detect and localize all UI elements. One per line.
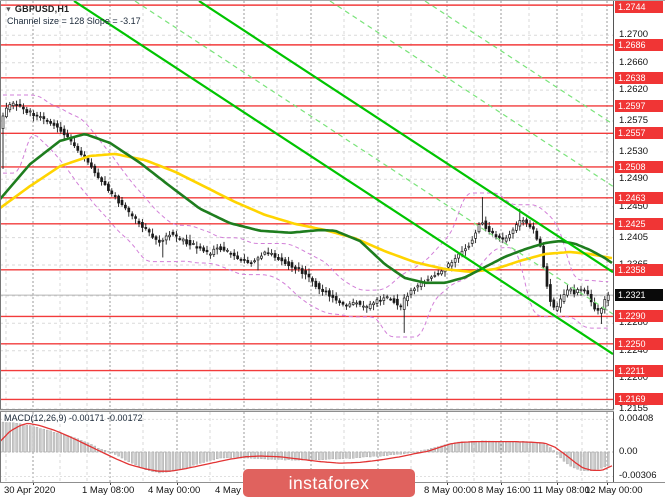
macd-indicator-label: MACD(12,26,9) -0.00171 -0.00172 xyxy=(4,413,143,423)
time-axis-tick xyxy=(177,482,178,485)
price-axis-label: 1.2450 xyxy=(619,200,649,212)
time-axis-label: 4 May 00:00 xyxy=(148,485,201,496)
instaforex-logo-text: instaforex xyxy=(288,472,370,493)
panel-separator[interactable] xyxy=(0,409,614,412)
channel-indicator-info: Channel size = 128 Slope = -3.17 xyxy=(7,16,141,26)
time-axis-label: 11 May 08:00 xyxy=(533,485,590,496)
price-axis-label: 1.2660 xyxy=(619,56,649,68)
current-price-label: 1.2321 xyxy=(615,289,663,302)
macd-indicator-canvas[interactable] xyxy=(0,412,614,482)
price-axis-label: 1.2155 xyxy=(619,402,649,414)
price-chart-canvas[interactable] xyxy=(0,1,614,409)
price-level-label: 1.2463 xyxy=(615,191,663,204)
price-level-label: 1.2638 xyxy=(615,71,663,84)
price-level-label: 1.2358 xyxy=(615,263,663,276)
price-level-label: 1.2744 xyxy=(615,1,663,13)
instaforex-watermark: instaforex xyxy=(243,469,415,497)
time-axis-tick xyxy=(607,482,608,485)
time-axis-label: 1 May 08:00 xyxy=(82,485,135,496)
price-level-label: 1.2597 xyxy=(615,99,663,112)
time-axis-tick xyxy=(447,482,448,485)
price-level-label: 1.2508 xyxy=(615,160,663,173)
price-level-label: 1.2425 xyxy=(615,217,663,230)
price-level-label: 1.2290 xyxy=(615,310,663,323)
macd-scale-label: 0.00 xyxy=(619,446,638,457)
time-axis-label: 8 May 16:00 xyxy=(478,485,531,496)
price-axis-label: 1.2530 xyxy=(619,145,649,157)
symbol-timeframe-label: GBPUSD,H1 xyxy=(14,4,70,14)
collapse-triangle-icon[interactable]: ▼ xyxy=(4,5,13,13)
time-axis-label: 8 May 00:00 xyxy=(424,485,477,496)
axis-separator-line xyxy=(613,1,614,482)
macd-scale-label: 0.00408 xyxy=(619,413,654,425)
time-axis-tick xyxy=(110,482,111,485)
price-axis-label: 1.2620 xyxy=(619,84,649,96)
price-level-label: 1.2169 xyxy=(615,393,663,406)
price-axis-label: 1.2200 xyxy=(619,372,649,384)
price-level-label: 1.2211 xyxy=(615,364,663,377)
time-axis-tick xyxy=(557,482,558,485)
macd-scale-label: -0.00306 xyxy=(619,470,657,482)
time-axis-tick xyxy=(33,482,34,485)
price-axis-label: 1.2280 xyxy=(619,317,649,329)
price-axis[interactable]: 1.2700 1.2660 1.2620 1.2575 1.2530 1.2490 1.24… xyxy=(614,1,665,482)
chart-header: ▼ GBPUSD,H1 xyxy=(4,3,69,15)
price-level-label: 1.2557 xyxy=(615,127,663,140)
price-axis-label: 1.2490 xyxy=(619,173,649,185)
time-axis-label: 30 Apr 2020 xyxy=(4,485,56,496)
time-axis-tick xyxy=(501,482,502,485)
price-level-label: 1.2250 xyxy=(615,337,663,350)
price-axis-label: 1.2700 xyxy=(619,29,649,41)
price-axis-label: 1.2405 xyxy=(619,231,649,243)
price-axis-label: 1.2575 xyxy=(619,114,649,126)
time-axis-label: 4 May 16:00 xyxy=(215,485,268,496)
price-level-label: 1.2686 xyxy=(615,38,663,51)
time-axis-label: 12 May 00:00 xyxy=(585,485,643,496)
price-axis-label: 1.2240 xyxy=(619,344,649,356)
